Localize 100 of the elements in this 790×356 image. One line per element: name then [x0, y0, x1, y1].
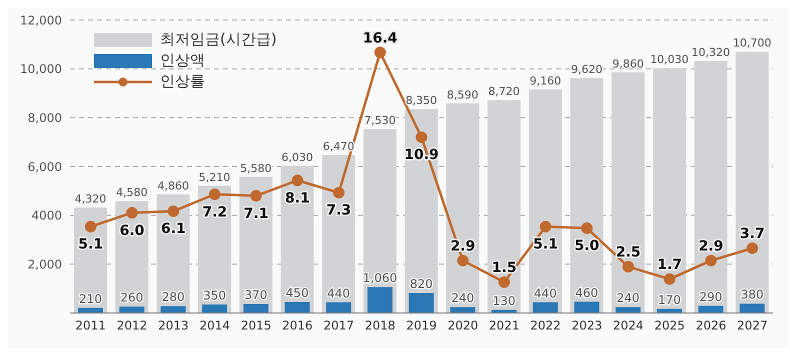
data-label: 8.1 [285, 190, 310, 206]
data-label: 460 [575, 286, 598, 300]
bar [450, 307, 476, 313]
data-label: 8,720 [488, 85, 520, 98]
x-tick-label: 2013 [158, 318, 189, 333]
point [664, 273, 676, 285]
bar [202, 304, 228, 313]
data-label: 6.1 [160, 221, 186, 238]
data-label: 440 [327, 286, 350, 300]
bar [612, 72, 645, 313]
point [84, 220, 96, 232]
data-label: 7.3 [326, 202, 352, 219]
x-tick-label: 2023 [572, 318, 602, 333]
point [168, 205, 180, 217]
data-label: 2.5 [616, 244, 641, 261]
x-tick-label: 2011 [75, 318, 106, 333]
data-label: 130 [492, 294, 516, 308]
data-label: 350 [203, 288, 226, 302]
legend-label: 인상률 [160, 72, 205, 91]
bar [408, 292, 434, 313]
data-label: 7.2 [202, 204, 228, 220]
x-tick-label: 2021 [488, 318, 520, 333]
bar [367, 287, 392, 313]
point [581, 222, 593, 234]
x-tick-label: 2025 [654, 318, 685, 333]
y-tick-label: 4000 [31, 208, 62, 223]
data-label: 4,860 [157, 179, 189, 192]
point [540, 220, 552, 232]
point [498, 276, 510, 288]
x-tick-label: 2016 [282, 318, 313, 333]
bar [326, 302, 352, 313]
y-tick-label: 2,000 [28, 257, 62, 272]
data-label: 7,530 [364, 114, 396, 128]
point [208, 188, 220, 200]
point [333, 186, 345, 198]
point [746, 242, 758, 254]
data-label: 4,580 [116, 186, 148, 200]
legend-label: 인상액 [160, 51, 205, 70]
x-tick-label: 2020 [448, 318, 478, 333]
data-label: 5.0 [574, 238, 600, 254]
x-tick-label: 2015 [240, 318, 272, 333]
y-tick-label: 8,000 [28, 110, 62, 125]
data-label: 5.1 [78, 236, 104, 253]
y-tick-label: 12,000 [20, 13, 62, 28]
bar [616, 307, 641, 313]
bar [652, 68, 686, 313]
bar [488, 100, 521, 313]
y-tick-label: 6,000 [28, 160, 62, 174]
data-label: 5,580 [240, 162, 272, 175]
bar [284, 302, 310, 313]
data-label: 3.7 [740, 226, 765, 242]
data-label: 820 [410, 276, 433, 291]
data-label: 10,030 [650, 53, 689, 66]
point [622, 260, 634, 272]
data-label: 280 [162, 290, 185, 304]
point [126, 207, 138, 219]
data-label: 260 [120, 290, 144, 305]
data-label: 8,350 [406, 94, 438, 108]
data-label: 8,590 [446, 88, 478, 102]
point [250, 190, 262, 202]
data-label: 240 [616, 291, 640, 306]
bar [528, 89, 562, 313]
data-label: 450 [286, 286, 309, 300]
data-label: 440 [534, 286, 557, 300]
data-label: 9,620 [570, 63, 602, 76]
data-label: 16.4 [362, 30, 398, 46]
data-label: 6,030 [282, 150, 314, 164]
y-tick-label: 10,000 [20, 62, 62, 76]
data-label: 1.7 [657, 257, 682, 274]
data-label: 210 [79, 292, 102, 306]
data-label: 10,320 [692, 46, 730, 60]
bar [740, 304, 765, 313]
data-label: 7.1 [244, 206, 268, 222]
bar [119, 306, 144, 313]
data-label: 170 [658, 292, 681, 307]
x-tick-label: 2022 [530, 318, 561, 333]
x-tick-label: 2018 [364, 318, 396, 333]
bar [736, 52, 769, 313]
x-tick-label: 2026 [696, 318, 726, 333]
data-label: 1,060 [362, 271, 398, 286]
legend-label: 최저임금(시간급) [160, 30, 277, 49]
data-label: 240 [451, 291, 474, 306]
data-label: 290 [699, 290, 722, 304]
bar [160, 306, 186, 313]
x-tick-label: 2027 [737, 318, 768, 333]
point [374, 46, 386, 58]
point [457, 254, 469, 266]
data-label: 6.0 [120, 222, 145, 239]
bar [446, 103, 480, 313]
data-label: 5.1 [533, 236, 558, 253]
bar [574, 302, 600, 313]
data-label: 370 [244, 288, 268, 302]
bar [532, 302, 558, 313]
bar [698, 306, 724, 313]
data-label: 380 [740, 288, 764, 302]
x-tick-label: 2012 [116, 318, 148, 333]
point [416, 131, 428, 143]
point [705, 254, 717, 266]
bar [570, 78, 604, 313]
bar [694, 61, 728, 313]
